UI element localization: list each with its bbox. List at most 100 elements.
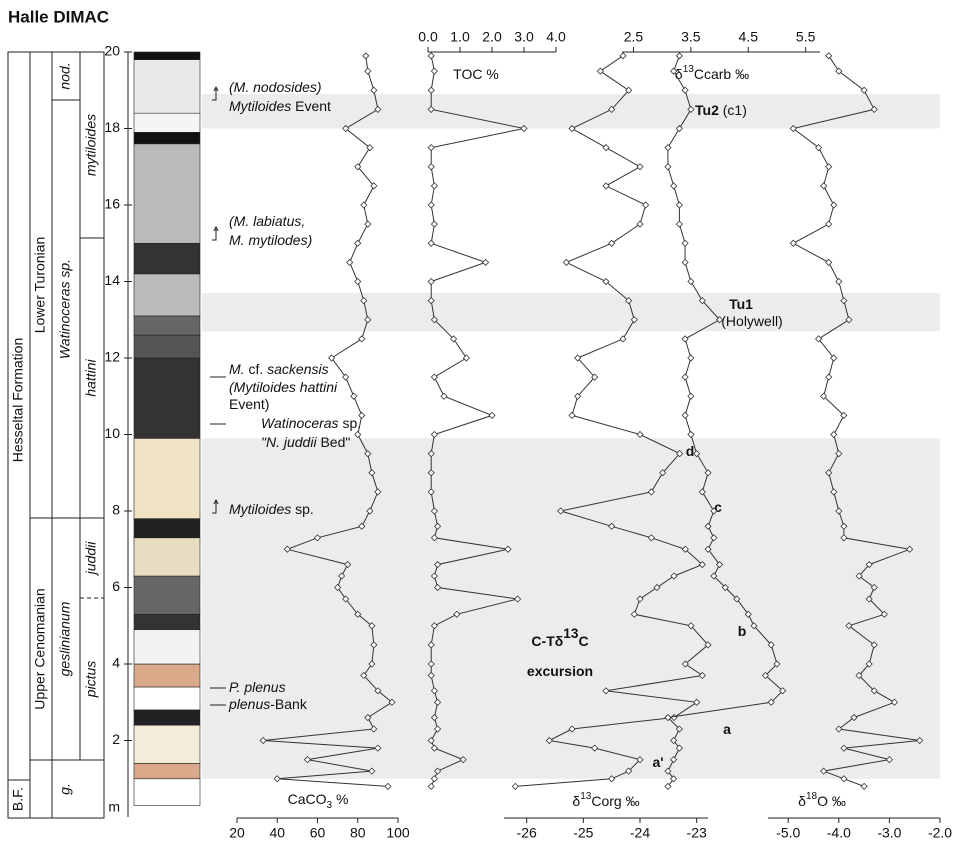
sample-point (826, 164, 832, 170)
sample-point (365, 221, 371, 227)
x-tick-label: 4.0 (546, 29, 566, 45)
lithology-bed (134, 60, 200, 114)
x-tick-label: -24 (630, 825, 650, 841)
annotation-part: (Mytiloides hattini (229, 379, 338, 395)
sample-point (620, 53, 626, 59)
sample-point (569, 412, 575, 418)
lithology-bed (134, 243, 200, 274)
annotation-part: M. (229, 361, 245, 377)
sample-point (428, 279, 434, 285)
axis-label: δ18O ‰ (798, 791, 846, 809)
band-label: Tu1 (729, 296, 753, 312)
strat-label: Upper Cenomanian (32, 588, 48, 709)
strat-label: Watinoceras sp. (57, 259, 73, 359)
sample-point (385, 783, 391, 789)
annotation: Event) (229, 396, 269, 412)
annotation: (Mytiloides hattini (229, 379, 338, 395)
sample-point (463, 355, 469, 361)
depth-tick-label: 18 (104, 119, 120, 135)
sample-point (512, 783, 518, 789)
sample-point (682, 259, 688, 265)
sample-point (826, 374, 832, 380)
annotation: Mytiloides sp. (229, 501, 314, 517)
depth-tick-label: 20 (104, 43, 120, 59)
sample-point (355, 432, 361, 438)
x-tick-label: -5.0 (776, 825, 800, 841)
sample-point (826, 259, 832, 265)
x-tick-label: -26 (517, 825, 537, 841)
lithology-bed (134, 132, 200, 143)
strat-label: pictus (83, 661, 99, 699)
annotation: M. mytilodes) (229, 232, 312, 248)
sample-point (563, 259, 569, 265)
axis-label: δ13Ccarb ‰ (675, 64, 749, 82)
sample-point (665, 145, 671, 151)
x-tick-label: 3.0 (514, 29, 534, 45)
axis-label-part: % (332, 791, 348, 807)
annotation: (M. nodosides) (229, 79, 322, 95)
sample-point (603, 145, 609, 151)
x-tick-label: 2.5 (624, 29, 644, 45)
sample-point (682, 87, 688, 93)
sample-point (355, 279, 361, 285)
annotation-part: Event (291, 98, 331, 114)
annotation-part: Event) (229, 396, 269, 412)
x-tick-label: 0.0 (418, 29, 438, 45)
band-label: a' (652, 754, 663, 770)
axis-label-part: Ccarb ‰ (694, 66, 749, 82)
sample-point (431, 221, 437, 227)
sample-point (637, 432, 643, 438)
annotation-part: sackensis (267, 361, 328, 377)
band-label-part: a' (652, 754, 663, 770)
lithology-bed (134, 358, 200, 438)
band-label-part: d (686, 443, 695, 459)
x-tick-label: -23 (687, 825, 707, 841)
annotation-part: Bed" (317, 434, 351, 450)
x-tick-label: -2.0 (928, 825, 952, 841)
annotation-part: P. plenus (229, 679, 286, 695)
lithology-bed (134, 664, 200, 687)
highlight-band (202, 293, 940, 331)
band-label-part: b (738, 623, 747, 639)
axis-label-sup: 18 (806, 791, 818, 802)
lithology-bed (134, 438, 200, 518)
axis-label-part: O ‰ (817, 793, 846, 809)
annotation-part: Mytiloides (229, 501, 291, 517)
band-label-part: Tu1 (729, 296, 753, 312)
sample-point (682, 240, 688, 246)
x-tick-label: 80 (350, 825, 366, 841)
sample-point (597, 68, 603, 74)
lithology-bed (134, 52, 200, 60)
annotation-part: (M. nodosides) (229, 79, 322, 95)
sample-point (428, 240, 434, 246)
sample-point (831, 202, 837, 208)
x-tick-label: -4.0 (827, 825, 851, 841)
x-tick-label: 60 (310, 825, 326, 841)
band-label-part: C (578, 633, 588, 649)
band-label: excursion (527, 663, 593, 679)
sample-point (676, 202, 682, 208)
x-tick-label: 20 (229, 825, 245, 841)
sample-point (431, 183, 437, 189)
band-label: b (738, 623, 747, 639)
band-label: d (686, 443, 695, 459)
sample-point (351, 393, 357, 399)
sample-point (688, 355, 694, 361)
x-tick-label: -25 (573, 825, 593, 841)
sample-point (671, 183, 677, 189)
sample-point (347, 259, 353, 265)
sample-point (637, 221, 643, 227)
band-label-part: (Holywell) (721, 313, 782, 329)
annotation: Mytiloides Event (229, 98, 331, 114)
sample-point (836, 279, 842, 285)
sample-point (428, 87, 434, 93)
lithology-bed (134, 763, 200, 778)
sample-point (428, 164, 434, 170)
depth-unit: m (108, 799, 120, 815)
sample-point (682, 412, 688, 418)
sample-point (431, 374, 437, 380)
x-tick-label: 3.5 (681, 29, 701, 45)
lithology-bed (134, 538, 200, 576)
figure: Halle DIMAC 2468101214161820mHesseltal F… (0, 0, 958, 847)
sample-point (831, 432, 837, 438)
